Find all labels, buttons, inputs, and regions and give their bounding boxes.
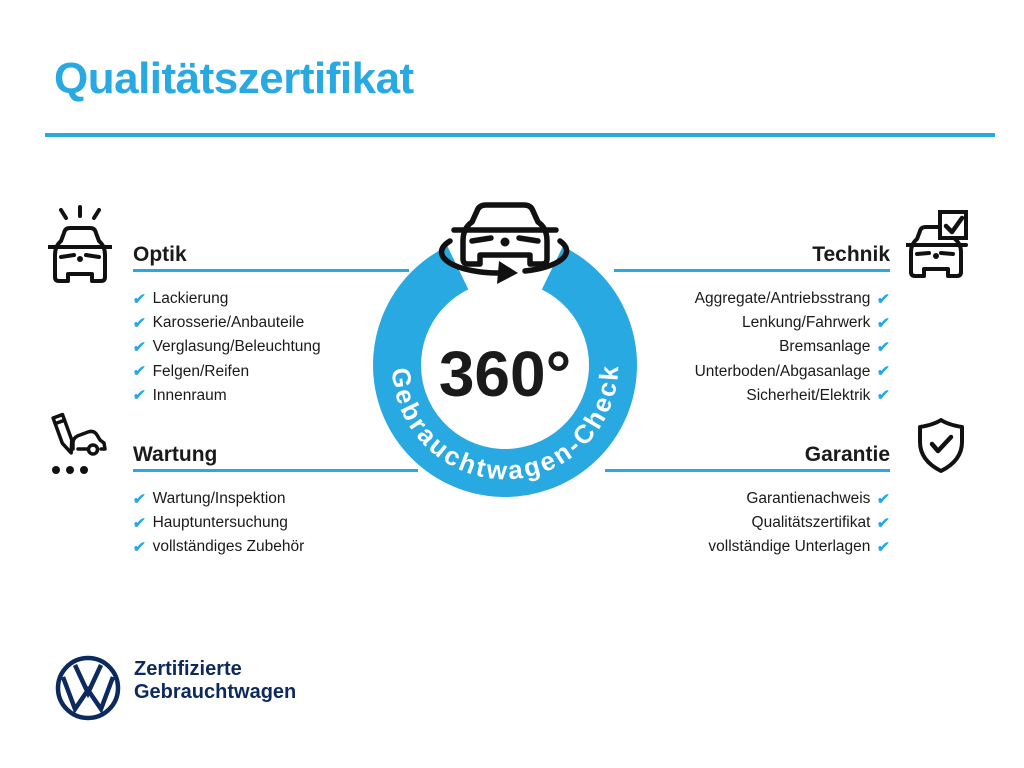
check-icon: ✔ [132, 514, 147, 532]
checklist-item: ✔ Verglasung/Beleuchtung [132, 335, 321, 359]
header-divider [45, 133, 995, 137]
checklist-item: ✔ Hauptuntersuchung [132, 511, 304, 535]
checklist-item: ✔ Karosserie/Anbauteile [132, 311, 321, 335]
check-icon: ✔ [876, 338, 891, 356]
checklist-item: ✔ Lackierung [132, 287, 321, 311]
badge-360: Gebrauchtwagen-Check 360° [373, 202, 637, 497]
check-icon: ✔ [876, 314, 891, 332]
check-icon: ✔ [132, 387, 147, 405]
checklist-item: ✔ vollständige Unterlagen [570, 535, 890, 559]
check-icon: ✔ [876, 290, 891, 308]
checklist-item-label: Sicherheit/Elektrik [746, 386, 871, 404]
service-pencil-car-icon [51, 412, 107, 474]
shield-check-icon [918, 418, 964, 473]
checklist-item: ✔ Innenraum [132, 384, 321, 408]
checklist-item: ✔ Lenkung/Fahrwerk [570, 311, 891, 335]
section-rule-wartung [133, 469, 418, 472]
check-icon: ✔ [876, 538, 891, 556]
brand-line-2: Gebrauchtwagen [134, 681, 297, 703]
checklist-item: ✔ Bremsanlage [570, 335, 891, 359]
section-title-garantie: Garantie [804, 443, 890, 466]
checklist-item: ✔ Qualitätszertifikat [570, 511, 891, 535]
checklist-item-label: Garantienachweis [746, 490, 871, 508]
brand-line-1: Zertifizierte [134, 658, 242, 680]
check-icon: ✔ [132, 314, 147, 332]
section-title-optik: Optik [133, 243, 187, 266]
check-icon: ✔ [876, 387, 891, 405]
check-icon: ✔ [876, 363, 891, 381]
checklist-technik: ✔ Aggregate/Antriebsstrang ✔ Lenkung/Fahrw… [570, 287, 891, 408]
check-icon: ✔ [132, 338, 147, 356]
checklist-item: ✔ Sicherheit/Elektrik [570, 384, 891, 408]
check-icon: ✔ [876, 514, 891, 532]
check-icon: ✔ [132, 363, 147, 381]
car-shine-icon [48, 205, 112, 283]
check-icon: ✔ [876, 490, 891, 508]
checklist-item-label: Innenraum [152, 386, 227, 404]
page-title: Qualitätszertifikat [54, 54, 414, 103]
checklist-item: ✔ Felgen/Reifen [132, 360, 321, 384]
checklist-item-label: Karosserie/Anbauteile [152, 314, 305, 332]
car-checkbox-icon [906, 210, 968, 278]
checklist-item: ✔ Wartung/Inspektion [132, 487, 304, 511]
car-360-rotate-icon [438, 202, 570, 284]
section-rule-optik [133, 269, 409, 272]
checklist-item-label: vollständiges Zubehör [152, 538, 305, 556]
checklist-garantie: ✔ Garantienachweis ✔ Qualitätszertifikat ✔… [570, 487, 890, 560]
checklist-item-label: Felgen/Reifen [152, 362, 250, 380]
checklist-item-label: Lenkung/Fahrwerk [742, 314, 871, 332]
checklist-item-label: Unterboden/Abgasanlage [694, 362, 871, 380]
checklist-item-label: Aggregate/Antriebsstrang [694, 290, 871, 308]
section-title-wartung: Wartung [133, 443, 218, 466]
checklist-item-label: Wartung/Inspektion [152, 490, 286, 508]
section-rule-garantie [605, 469, 890, 472]
checklist-item: ✔ Garantienachweis [570, 487, 891, 511]
section-rule-technik [614, 269, 890, 272]
checklist-item-label: Qualitätszertifikat [751, 514, 871, 532]
checklist-wartung: ✔ Wartung/Inspektion ✔ Hauptuntersuchung ✔… [132, 487, 305, 560]
check-icon: ✔ [132, 290, 147, 308]
checklist-item-label: Hauptuntersuchung [152, 514, 288, 532]
checklist-optik: ✔ Lackierung ✔ Karosserie/Anbauteile ✔ Verg… [132, 287, 321, 408]
section-title-technik: Technik [812, 243, 890, 266]
checklist-item: ✔ Aggregate/Antriebsstrang [570, 287, 891, 311]
checklist-item: ✔ Unterboden/Abgasanlage [570, 360, 891, 384]
check-icon: ✔ [132, 538, 147, 556]
checklist-item-label: Bremsanlage [779, 338, 871, 356]
checklist-item-label: vollständige Unterlagen [708, 538, 871, 556]
brand-wordmark: Zertifizierte Gebrauchtwagen [134, 658, 296, 704]
degrees-label: 360° [439, 338, 571, 410]
vw-logo-icon [55, 655, 121, 721]
checklist-item-label: Verglasung/Beleuchtung [152, 338, 321, 356]
checklist-item: ✔ vollständiges Zubehör [132, 535, 305, 559]
checklist-item-label: Lackierung [152, 290, 229, 308]
check-icon: ✔ [132, 490, 147, 508]
